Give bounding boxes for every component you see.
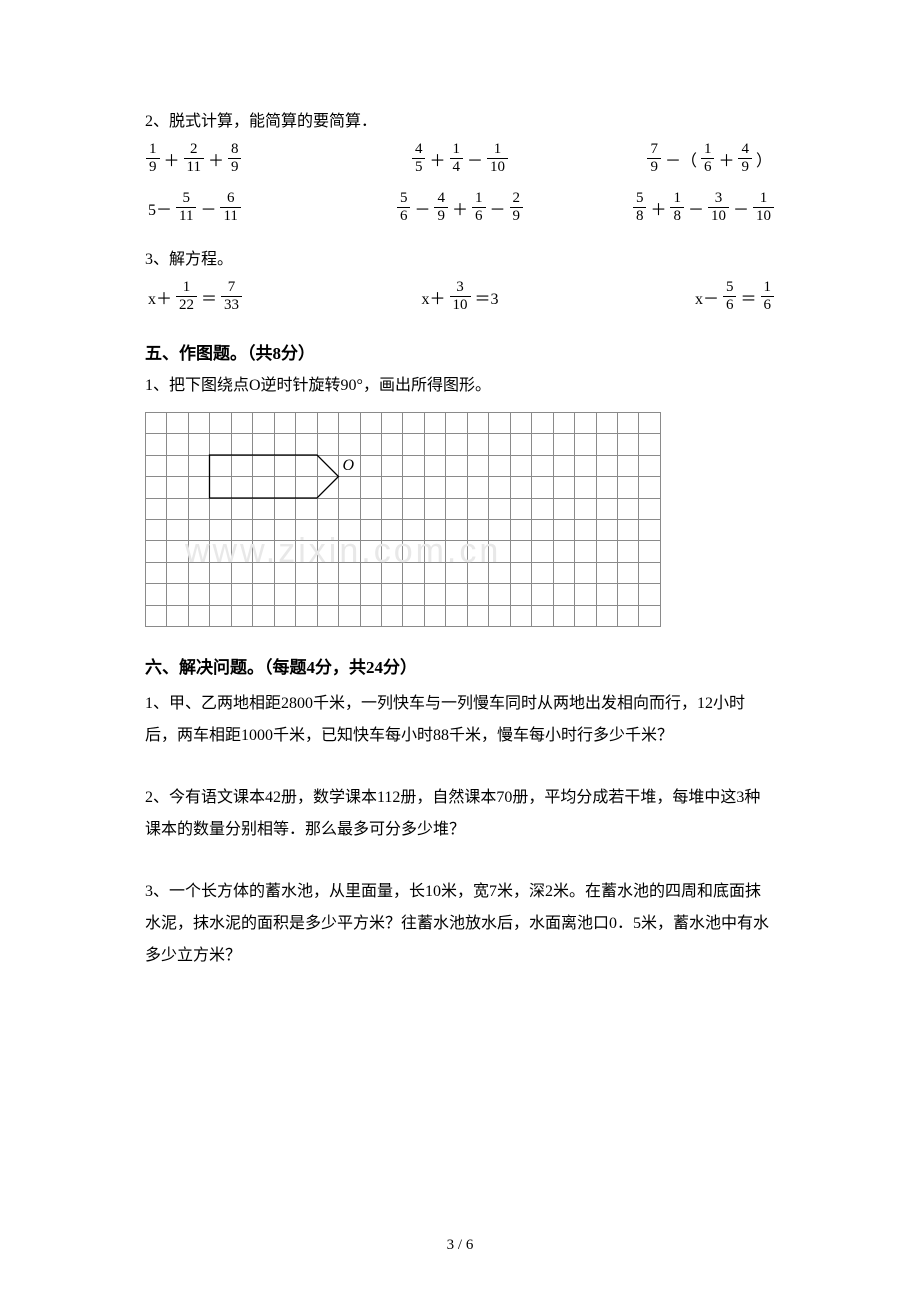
sec5-heading: 五、作图题。（共8分）: [145, 339, 775, 364]
fraction: 49: [738, 142, 752, 175]
fraction: 29: [510, 191, 524, 224]
fraction: 56: [723, 280, 737, 313]
fraction: 16: [701, 142, 715, 175]
fraction: 310: [450, 280, 471, 313]
fraction: 211: [184, 142, 204, 175]
sec2-title: 2、脱式计算，能简算的要简算．: [145, 110, 775, 134]
fraction: 16: [761, 280, 775, 313]
sec2-r2-c1: 5－511－611: [145, 191, 355, 224]
grid-wrap: www.zixin.com.cn O: [145, 412, 775, 627]
sec6-heading: 六、解决问题。（每题4分，共24分）: [145, 653, 775, 678]
sec5-q1: 1、把下图绕点O逆时针旋转90°，画出所得图形。: [145, 374, 775, 398]
fraction: 45: [412, 142, 426, 175]
fraction: 733: [221, 280, 242, 313]
fraction: 19: [146, 142, 160, 175]
sec6-q1: 1、甲、乙两地相距2800千米，一列快车与一列慢车同时从两地出发相向而行，12小…: [145, 688, 775, 752]
fraction: 89: [228, 142, 242, 175]
sec2-r2-c2: 56－49＋16－29: [355, 191, 565, 224]
fraction: 511: [176, 191, 196, 224]
sec2-row2: 5－511－611 56－49＋16－29 58＋18－310－110: [145, 191, 775, 224]
page-footer: 3 / 6: [0, 1237, 920, 1254]
sec2-r1-c3: 79－（16＋49）: [565, 142, 775, 175]
fraction: 310: [708, 191, 729, 224]
sec6-q2: 2、今有语文课本42册，数学课本112册，自然课本70册，平均分成若干堆，每堆中…: [145, 782, 775, 846]
sec3-c1: x＋122＝733: [145, 280, 355, 313]
fraction: 14: [450, 142, 464, 175]
fraction: 110: [487, 142, 508, 175]
fraction: 16: [472, 191, 486, 224]
sec3-title: 3、解方程。: [145, 248, 775, 272]
fraction: 58: [633, 191, 647, 224]
sec3-row: x＋122＝733 x＋310＝3 x－56＝16: [145, 280, 775, 313]
sec3-c2: x＋310＝3: [355, 280, 565, 313]
fraction: 79: [647, 142, 661, 175]
grid: www.zixin.com.cn O: [145, 412, 661, 627]
sec2-row1: 19＋211＋89 45＋14－110 79－（16＋49）: [145, 142, 775, 175]
o-label: O: [343, 457, 355, 475]
sec2-r2-c3: 58＋18－310－110: [565, 191, 775, 224]
fraction: 122: [176, 280, 197, 313]
fraction: 611: [220, 191, 240, 224]
fraction: 49: [434, 191, 448, 224]
sec2-r1-c1: 19＋211＋89: [145, 142, 355, 175]
fraction: 56: [397, 191, 411, 224]
sec2-r1-c2: 45＋14－110: [355, 142, 565, 175]
sec6-q3: 3、一个长方体的蓄水池，从里面量，长10米，宽7米，深2米。在蓄水池的四周和底面…: [145, 876, 775, 972]
fraction: 110: [753, 191, 774, 224]
sec3-c3: x－56＝16: [565, 280, 775, 313]
fraction: 18: [670, 191, 684, 224]
